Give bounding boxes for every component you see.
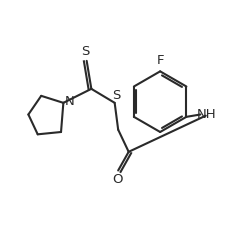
Text: NH: NH xyxy=(197,108,216,121)
Text: O: O xyxy=(112,173,122,186)
Text: S: S xyxy=(112,89,120,102)
Text: S: S xyxy=(81,46,90,59)
Text: F: F xyxy=(156,54,164,67)
Text: N: N xyxy=(64,95,74,108)
